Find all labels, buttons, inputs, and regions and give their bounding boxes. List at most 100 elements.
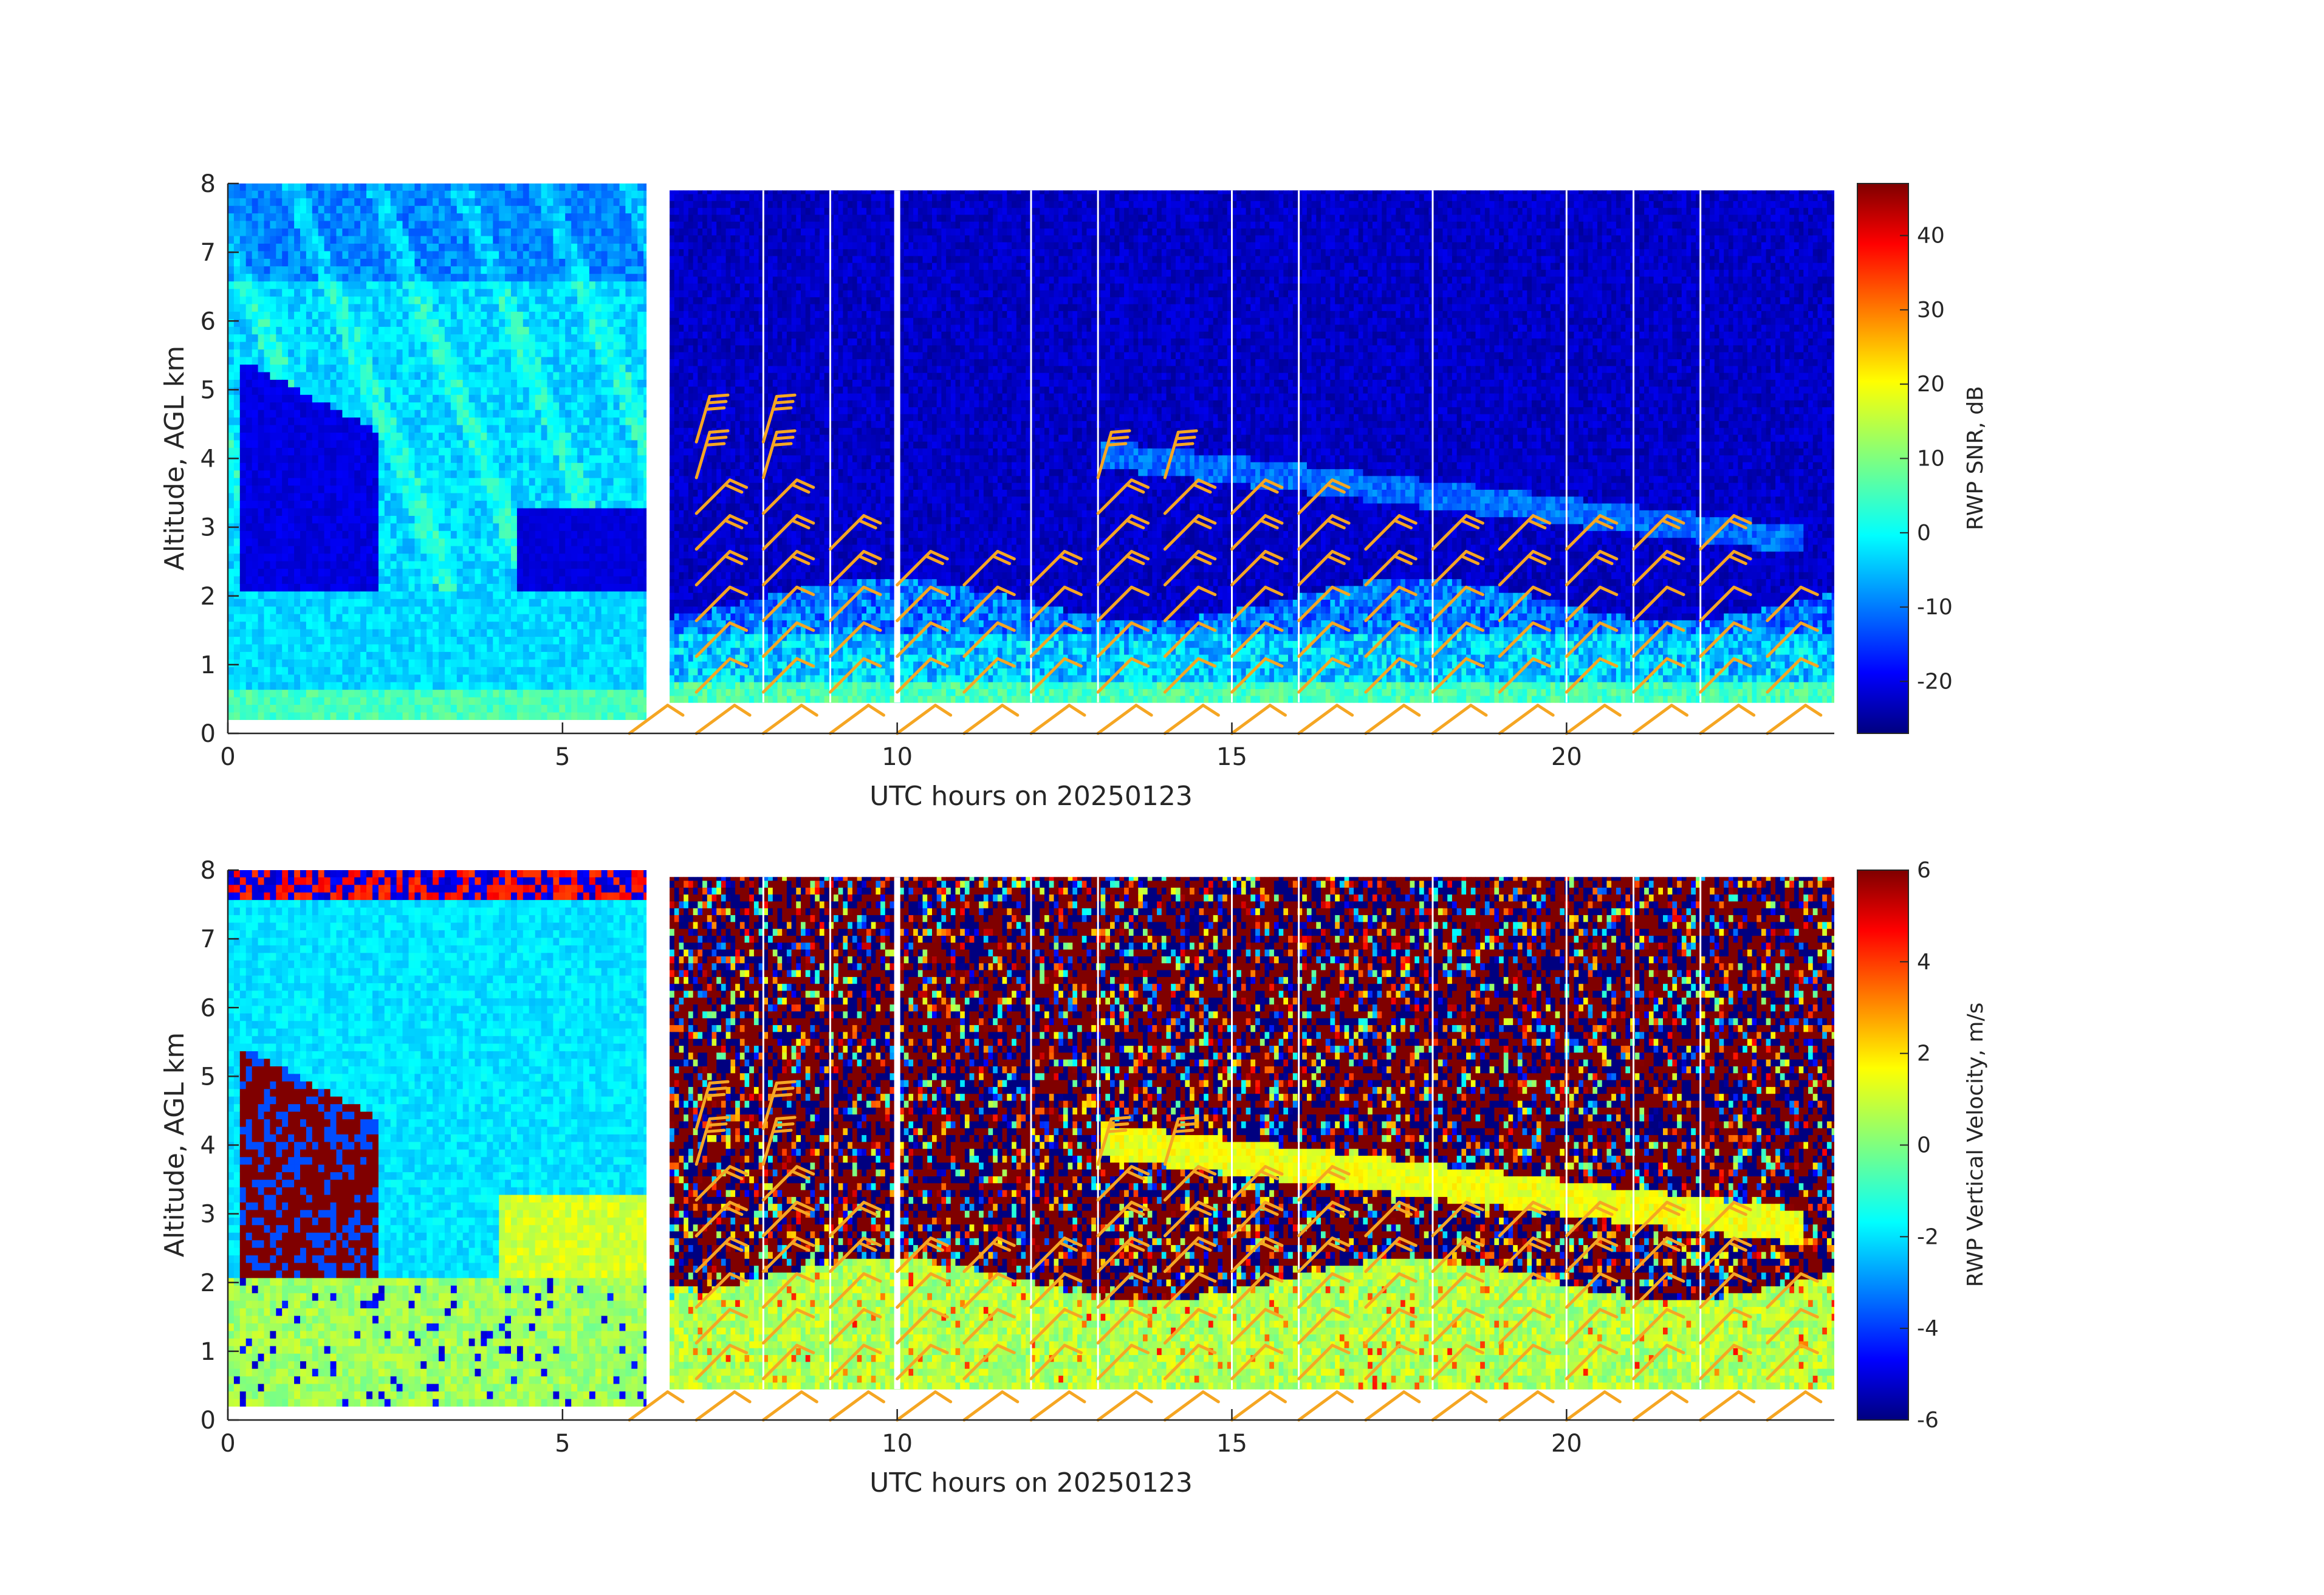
heatmap-cell: [385, 433, 391, 441]
heatmap-cell: [523, 554, 530, 561]
heatmap-cell: [614, 561, 620, 569]
heatmap-cell: [397, 455, 403, 463]
heatmap-cell: [614, 651, 620, 659]
heatmap-cell: [433, 690, 439, 698]
heatmap-cell: [379, 198, 385, 206]
heatmap-cell: [523, 213, 530, 221]
heatmap-cell: [535, 440, 542, 448]
heatmap-cell: [565, 614, 572, 622]
heatmap-cell: [439, 470, 445, 478]
heatmap-cell: [409, 485, 416, 493]
heatmap-cell: [463, 493, 470, 501]
heatmap-cell: [385, 561, 391, 569]
heatmap-cell: [547, 372, 554, 380]
heatmap-cell: [487, 606, 493, 614]
heatmap-cell: [276, 281, 283, 289]
heatmap-cell: [602, 583, 608, 591]
heatmap-cell: [409, 705, 416, 713]
heatmap-cell: [523, 515, 530, 523]
heatmap-cell: [337, 326, 343, 334]
heatmap-cell: [589, 440, 596, 448]
heatmap-cell: [577, 583, 584, 591]
heatmap-cell: [385, 357, 391, 365]
heatmap-cell: [228, 402, 235, 410]
heatmap-cell: [559, 637, 566, 645]
heatmap-cell: [637, 629, 644, 637]
heatmap-cell: [391, 311, 397, 319]
heatmap-cell: [342, 667, 349, 674]
heatmap-cell: [342, 508, 349, 516]
heatmap-cell: [288, 205, 295, 213]
heatmap-cell: [445, 705, 451, 713]
heatmap-cell: [608, 651, 614, 659]
heatmap-cell: [595, 530, 602, 538]
heatmap-cell: [637, 410, 644, 417]
heatmap-cell: [403, 515, 410, 523]
heatmap-cell: [318, 190, 325, 198]
heatmap-cell: [445, 251, 451, 259]
heatmap-cell: [559, 341, 566, 349]
heatmap-cell: [547, 326, 554, 334]
heatmap-cell: [397, 561, 403, 569]
heatmap-cell: [541, 433, 548, 441]
heatmap-cell: [414, 462, 421, 470]
heatmap-cell: [602, 530, 608, 538]
heatmap-cell: [252, 304, 259, 312]
heatmap-cell: [324, 629, 331, 637]
heatmap-cell: [414, 440, 421, 448]
heatmap-cell: [324, 690, 331, 698]
heatmap-cell: [577, 554, 584, 561]
heatmap-cell: [414, 266, 421, 274]
heatmap-cell: [294, 304, 301, 312]
heatmap-cell: [360, 297, 367, 304]
heatmap-cell: [337, 190, 343, 198]
heatmap-cell: [427, 501, 433, 509]
heatmap-cell: [276, 508, 283, 516]
heatmap-cell: [409, 258, 416, 266]
heatmap-cell: [306, 213, 313, 221]
heatmap-cell: [360, 357, 367, 365]
heatmap-cell: [391, 462, 397, 470]
heatmap-cell: [252, 365, 259, 372]
heatmap-cell: [595, 470, 602, 478]
heatmap-cell: [547, 501, 554, 509]
heatmap-cell: [420, 515, 427, 523]
heatmap-cell: [403, 447, 410, 455]
heatmap-cell: [312, 682, 319, 690]
heatmap-cell: [300, 213, 307, 221]
heatmap-cell: [420, 334, 427, 342]
heatmap-cell: [240, 622, 247, 629]
heatmap-cell: [264, 523, 271, 531]
heatmap-cell: [324, 651, 331, 659]
heatmap-cell: [258, 417, 265, 425]
heatmap-cell: [517, 402, 524, 410]
heatmap-cell: [451, 470, 458, 478]
heatmap-cell: [637, 341, 644, 349]
heatmap-cell: [348, 379, 355, 387]
heatmap-cell: [228, 190, 235, 198]
heatmap-cell: [379, 447, 385, 455]
heatmap-cell: [529, 319, 536, 327]
heatmap-cell: [318, 198, 325, 206]
heatmap-cell: [493, 289, 499, 297]
heatmap-cell: [409, 583, 416, 591]
heatmap-cell: [228, 213, 235, 221]
heatmap-cell: [547, 591, 554, 599]
heatmap-cell: [403, 433, 410, 441]
heatmap-cell: [354, 690, 361, 698]
heatmap-cell: [258, 319, 265, 327]
heatmap-cell: [511, 493, 518, 501]
heatmap-cell: [589, 614, 596, 622]
heatmap-cell: [420, 258, 427, 266]
heatmap-cell: [240, 251, 247, 259]
heatmap-cell: [602, 228, 608, 236]
heatmap-cell: [608, 561, 614, 569]
heatmap-cell: [252, 637, 259, 645]
heatmap-cell: [264, 266, 271, 274]
heatmap-cell: [505, 379, 512, 387]
heatmap-cell: [348, 319, 355, 327]
heatmap-cell: [625, 515, 632, 523]
heatmap-cell: [264, 659, 271, 667]
heatmap-cell: [318, 221, 325, 228]
heatmap-cell: [475, 614, 482, 622]
